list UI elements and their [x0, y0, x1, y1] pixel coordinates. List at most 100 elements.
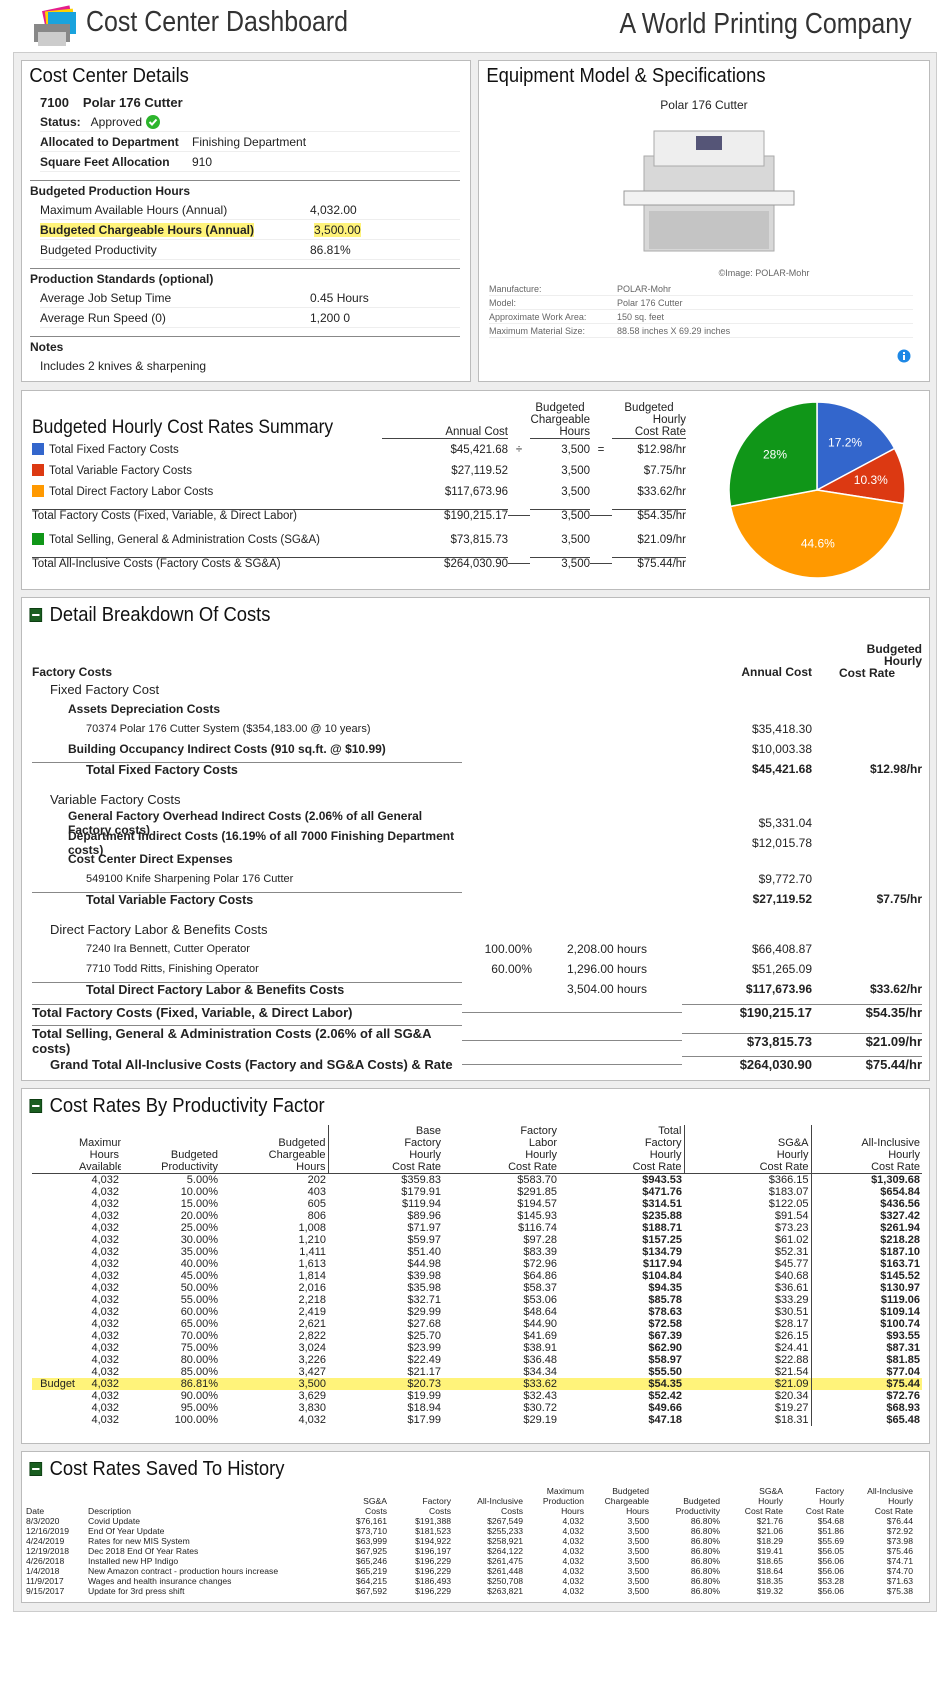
cell: $21.76 — [756, 1516, 783, 1526]
cell: 86.80% — [690, 1576, 720, 1586]
cell: 4,032 — [562, 1586, 584, 1596]
cell: $267,549 — [487, 1516, 523, 1526]
breakdown-header: Factory Costs Annual Cost Budgeted Hourly Co… — [32, 631, 929, 679]
cell: $38.91 — [523, 1342, 557, 1354]
cell: 4,032 — [91, 1258, 119, 1270]
rate-value: $7.75/hr — [876, 892, 922, 906]
data-row: 4,032 80.00% 3,226 $22.49 $36.48 $58.97 $22.88… — [32, 1354, 922, 1366]
cell: $109.14 — [880, 1306, 920, 1318]
cell: 4,032 — [91, 1234, 119, 1246]
row-text: Total Variable Factory Costs — [32, 891, 462, 907]
cell: $48.64 — [523, 1306, 557, 1318]
check-mark — [148, 118, 158, 126]
detail-row: Average Job Setup Time 0.45 Hours — [40, 288, 460, 308]
pie-label: 28% — [763, 447, 787, 461]
data-row: 4,032 35.00% 1,411 $51.40 $83.39 $134.79 $52.3… — [32, 1246, 922, 1258]
cell: $56.05 — [817, 1546, 844, 1556]
cell: $64.86 — [523, 1270, 557, 1282]
header-line: Factory — [815, 1486, 844, 1496]
rate-value: $33.62/hr — [869, 982, 922, 996]
cell: 80.00% — [180, 1354, 218, 1366]
machine-base — [649, 211, 769, 249]
productivity-table: MaximumHoursAvailableBudgetedProductivit… — [32, 1125, 922, 1426]
total-row: Total Variable Factory Costs $27,119.52 $7… — [32, 889, 929, 909]
pct-value: 60.00% — [491, 962, 532, 976]
data-row: 4,032 55.00% 2,218 $32.71 $53.06 $85.78 $33.29… — [32, 1294, 922, 1306]
rate: $33.62/hr — [637, 485, 686, 498]
spacer — [462, 1011, 532, 1013]
summary-row: Total All-Inclusive Costs (Factory Costs… — [32, 550, 929, 577]
cell: $235.88 — [642, 1210, 682, 1222]
header-line: Hourly — [883, 654, 922, 668]
cell: 4,032 — [91, 1282, 119, 1294]
detail-label: Budgeted Productivity — [40, 242, 157, 257]
company-name: A World Printing Company — [619, 8, 912, 40]
row-label — [32, 1210, 77, 1222]
cell: $65.48 — [886, 1414, 920, 1426]
header-line: Budgeted — [866, 642, 922, 656]
budget-label: Budget — [40, 1378, 75, 1390]
cell: $104.84 — [642, 1270, 682, 1282]
cell: $67.39 — [648, 1330, 682, 1342]
row-label — [32, 1282, 77, 1294]
cell: $196,197 — [415, 1546, 451, 1556]
cell: 86.80% — [690, 1566, 720, 1576]
header-line: Hourly — [819, 1496, 844, 1506]
cell: $73,710 — [355, 1526, 387, 1536]
header-cell: Date — [24, 1486, 86, 1516]
legend-swatch — [32, 443, 44, 455]
data-row: 4,032 5.00% 202 $359.83 $583.70 $943.53 $366.1… — [32, 1173, 922, 1186]
cell: 60.00% — [180, 1306, 218, 1318]
cell: 45.00% — [180, 1270, 218, 1282]
header-line: Available — [79, 1161, 121, 1173]
cell: 2,822 — [298, 1330, 326, 1342]
item-row: 7710 Todd Ritts, Finishing Operator 60.00… — [32, 959, 929, 979]
cell: 35.00% — [180, 1246, 218, 1258]
group-row: Variable Factory Costs — [32, 789, 929, 809]
header-line: Description — [88, 1506, 131, 1516]
header-line: Cost Rate — [744, 1506, 783, 1516]
header-line: Budgeted — [535, 402, 585, 414]
annual-value: $190,215.17 — [682, 1004, 812, 1020]
annual: $190,215.17 — [382, 509, 508, 522]
section-label: Factory Costs — [32, 665, 113, 679]
summary-label-text: Total Variable Factory Costs — [49, 465, 192, 477]
header-line: Chargeable — [604, 1496, 649, 1506]
summary-label-text: Total Factory Costs (Fixed, Variable, & … — [32, 510, 298, 522]
header-line: Cost Rate — [838, 666, 895, 680]
cell: $41.69 — [523, 1330, 557, 1342]
header-line: Cost Rate — [634, 426, 686, 438]
cell: 403 — [307, 1186, 326, 1198]
grand-total-row: Total Factory Costs (Fixed, Variable, & … — [32, 999, 929, 1025]
row-text: Fixed Factory Cost — [50, 681, 160, 697]
detail-label: Average Run Speed (0) — [40, 310, 166, 325]
summary-label: Total Selling, General & Administration … — [32, 533, 382, 546]
rate-header: Budgeted Hourly Cost Rate — [812, 643, 922, 679]
cell: $59.97 — [407, 1234, 441, 1246]
header-line: Hours — [626, 1506, 649, 1516]
cell: 3,500 — [627, 1526, 649, 1536]
cell: $157.25 — [642, 1234, 682, 1246]
rate: $21.09/hr — [637, 533, 686, 546]
row-label — [32, 1234, 77, 1246]
cell: $314.51 — [642, 1198, 682, 1210]
cell: $68.93 — [886, 1402, 920, 1414]
productivity-title: Cost Rates By Productivity Factor — [49, 1095, 325, 1117]
cell: $22.88 — [684, 1354, 812, 1366]
productivity-panel: Cost Rates By Productivity Factor Maximum… — [21, 1088, 930, 1444]
row-label — [32, 1186, 77, 1198]
spacer — [462, 1063, 532, 1065]
cell: 86.80% — [690, 1556, 720, 1566]
cell: $264,122 — [487, 1546, 523, 1556]
cell: 4,032 — [562, 1576, 584, 1586]
rate-value: $75.44/hr — [812, 1056, 922, 1072]
header-cell: SG&A Costs — [336, 1486, 389, 1516]
history-table: Date Description SG&A Costs Factory Costs All-… — [24, 1486, 915, 1596]
item-row: Cost Center Direct Expenses — [32, 849, 929, 869]
cell: $183.07 — [684, 1186, 812, 1198]
row-text: 549100 Knife Sharpening Polar 176 Cutter — [86, 873, 294, 885]
data-row: 4,032 50.00% 2,016 $35.98 $58.37 $94.35 $36.61… — [32, 1282, 922, 1294]
cell: 10.00% — [180, 1186, 218, 1198]
section-heading: Budgeted Production Hours — [30, 180, 460, 198]
cell: 4,032 — [91, 1270, 119, 1282]
